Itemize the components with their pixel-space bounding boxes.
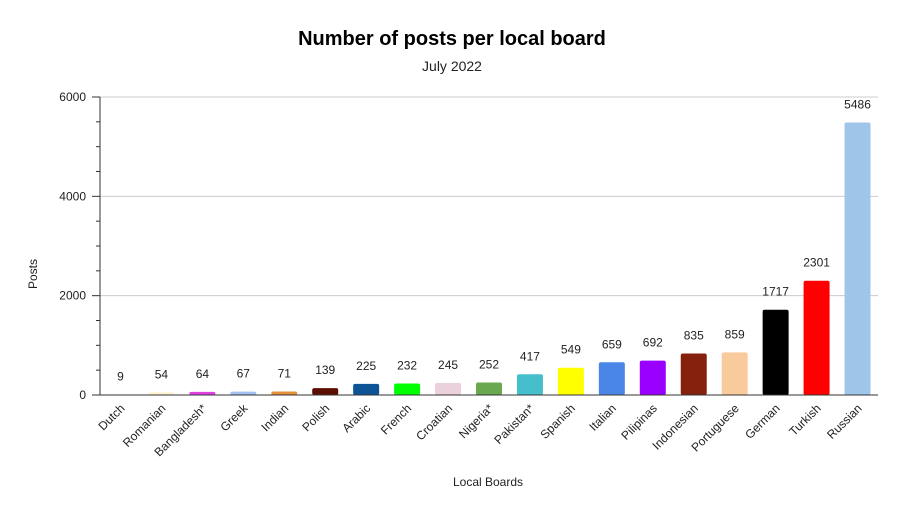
data-label: 417	[520, 349, 540, 363]
data-label: 67	[237, 367, 251, 381]
bar-croatian	[435, 382, 462, 395]
x-tick-label: Turkish	[786, 401, 823, 438]
chart-title: Number of posts per local board	[298, 28, 606, 50]
data-label: 5486	[844, 98, 871, 112]
data-label: 835	[684, 329, 704, 343]
data-label: 139	[315, 363, 335, 377]
bar-romanian	[148, 392, 175, 395]
data-label: 225	[356, 359, 376, 373]
bar-indian	[271, 391, 298, 395]
bar-italian	[598, 362, 625, 395]
x-tick-label: French	[378, 401, 414, 437]
chart-subtitle: July 2022	[422, 58, 482, 74]
x-tick-label: Arabic	[339, 401, 373, 435]
bar-arabic	[353, 383, 380, 395]
x-tick-label: Italian	[586, 401, 619, 434]
y-tick-label: 6000	[59, 90, 86, 104]
bar-spanish	[557, 367, 584, 395]
x-tick-label: Nigeria*	[456, 401, 496, 441]
bar-nigeria	[476, 382, 502, 395]
bar-turkish	[803, 280, 830, 395]
bar-german	[762, 309, 789, 395]
x-tick-label: Greek	[217, 401, 251, 435]
data-label: 71	[278, 366, 292, 380]
bar-indonesian	[680, 353, 707, 395]
data-label: 245	[438, 358, 458, 372]
data-label: 232	[397, 358, 417, 372]
data-label: 859	[725, 327, 745, 341]
data-label: 54	[155, 367, 169, 381]
x-tick-label: Pakistan*	[491, 401, 537, 447]
data-label: 2301	[803, 256, 830, 270]
bar-pilipinas	[639, 360, 666, 395]
x-tick-label: Croatian	[413, 401, 455, 443]
x-tick-label: Indian	[258, 401, 291, 434]
bar-polish	[312, 388, 339, 395]
data-label: 64	[196, 367, 210, 381]
data-labels: 9 54 64 67 71 139 225 232 245 252 417 549 659 692 835 8…	[117, 98, 871, 384]
y-tick-label: 0	[79, 388, 86, 402]
bar-pakistan	[516, 374, 543, 395]
y-axis: 0 2000 4000 6000	[59, 90, 101, 402]
bar-russian	[844, 122, 871, 396]
bar-greek	[230, 391, 257, 395]
x-tick-label: Russian	[824, 401, 865, 442]
data-label: 9	[117, 370, 124, 384]
x-tick-label: German	[742, 401, 783, 442]
data-label: 1717	[762, 285, 789, 299]
data-label: 549	[561, 343, 581, 357]
y-tick-label: 2000	[59, 289, 86, 303]
x-axis-title: Local Boards	[453, 475, 523, 489]
data-label: 252	[479, 357, 499, 371]
data-label: 659	[602, 337, 622, 351]
data-label: 692	[643, 336, 663, 350]
x-tick-label: Pilipinas	[618, 401, 660, 443]
x-tick-label: Spanish	[537, 401, 578, 442]
gridlines	[100, 96, 878, 297]
x-tick-label: Polish	[299, 401, 332, 434]
bar-french	[394, 383, 421, 395]
x-tick-label: Dutch	[96, 401, 128, 433]
bar-bangladesh	[189, 391, 216, 395]
y-axis-title: Posts	[26, 259, 40, 289]
bar-portuguese	[721, 352, 748, 395]
bars	[107, 122, 871, 396]
y-tick-label: 4000	[59, 189, 86, 203]
